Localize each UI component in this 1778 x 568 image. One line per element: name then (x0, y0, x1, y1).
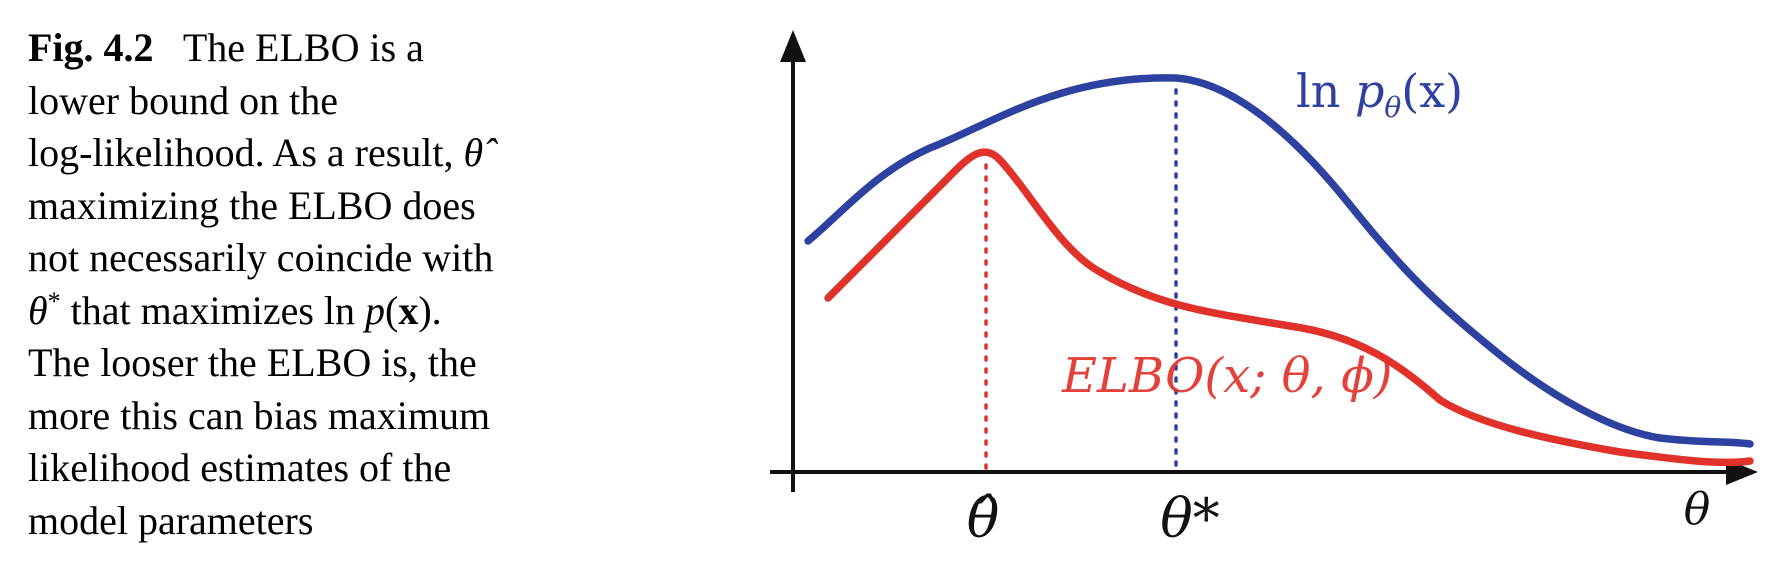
log-likelihood-label-arg: (x) (1401, 64, 1463, 118)
log-likelihood-label: ln pθ(x) (1296, 64, 1463, 124)
log-likelihood-label-p: p (1355, 64, 1384, 118)
caption-line-7: The looser the ELBO is, the (28, 340, 477, 385)
caption-line-5: not necessarily coincide with (28, 235, 494, 280)
caption-line-6: θ* that maximizes ln p(x). (28, 285, 588, 338)
elbo-curve (824, 148, 1754, 467)
log-likelihood-curve (804, 74, 1754, 448)
caption-text-1: The ELBO is a (182, 25, 424, 70)
theta-star-label: θ* (1160, 487, 1220, 550)
star-superscript: * (47, 286, 61, 316)
theta-axis-label: θ (1684, 484, 1711, 535)
theta-hat-label: θ̂ (967, 487, 1000, 550)
caption-line-4: maximizing the ELBO does (28, 182, 476, 228)
elbo-label: ELBO(x; θ, ϕ) (1061, 348, 1393, 404)
x-symbol: x (398, 287, 419, 333)
caption-line-2: lower bound on the (28, 77, 338, 123)
caption-line-10: model parameters (28, 497, 314, 543)
caption-line-1: Fig. 4.2 The ELBO is a (28, 22, 588, 75)
p-symbol: p (365, 287, 386, 333)
caption-text-3: log-likelihood. As a result, (28, 130, 454, 175)
caption-text-6: that maximizes ln (70, 287, 356, 333)
log-likelihood-label-sub: θ (1384, 91, 1401, 124)
log-likelihood-label-ln: ln (1296, 64, 1340, 118)
caption-line-9: likelihood estimates of the (28, 445, 452, 490)
figure-caption: Fig. 4.2 The ELBO is a lower bound on th… (28, 22, 588, 547)
y-axis-arrowhead (780, 30, 806, 62)
caption-line-8: more this can bias maximum (28, 392, 491, 438)
figure-label: Fig. 4.2 (28, 25, 154, 70)
theta-star-symbol: θ (28, 287, 48, 333)
close-paren: ). (418, 287, 442, 333)
caption-line-3: log-likelihood. As a result, θ̂ (28, 127, 588, 180)
open-paren: ( (385, 287, 399, 333)
theta-hat-symbol: θ̂ (463, 130, 484, 175)
